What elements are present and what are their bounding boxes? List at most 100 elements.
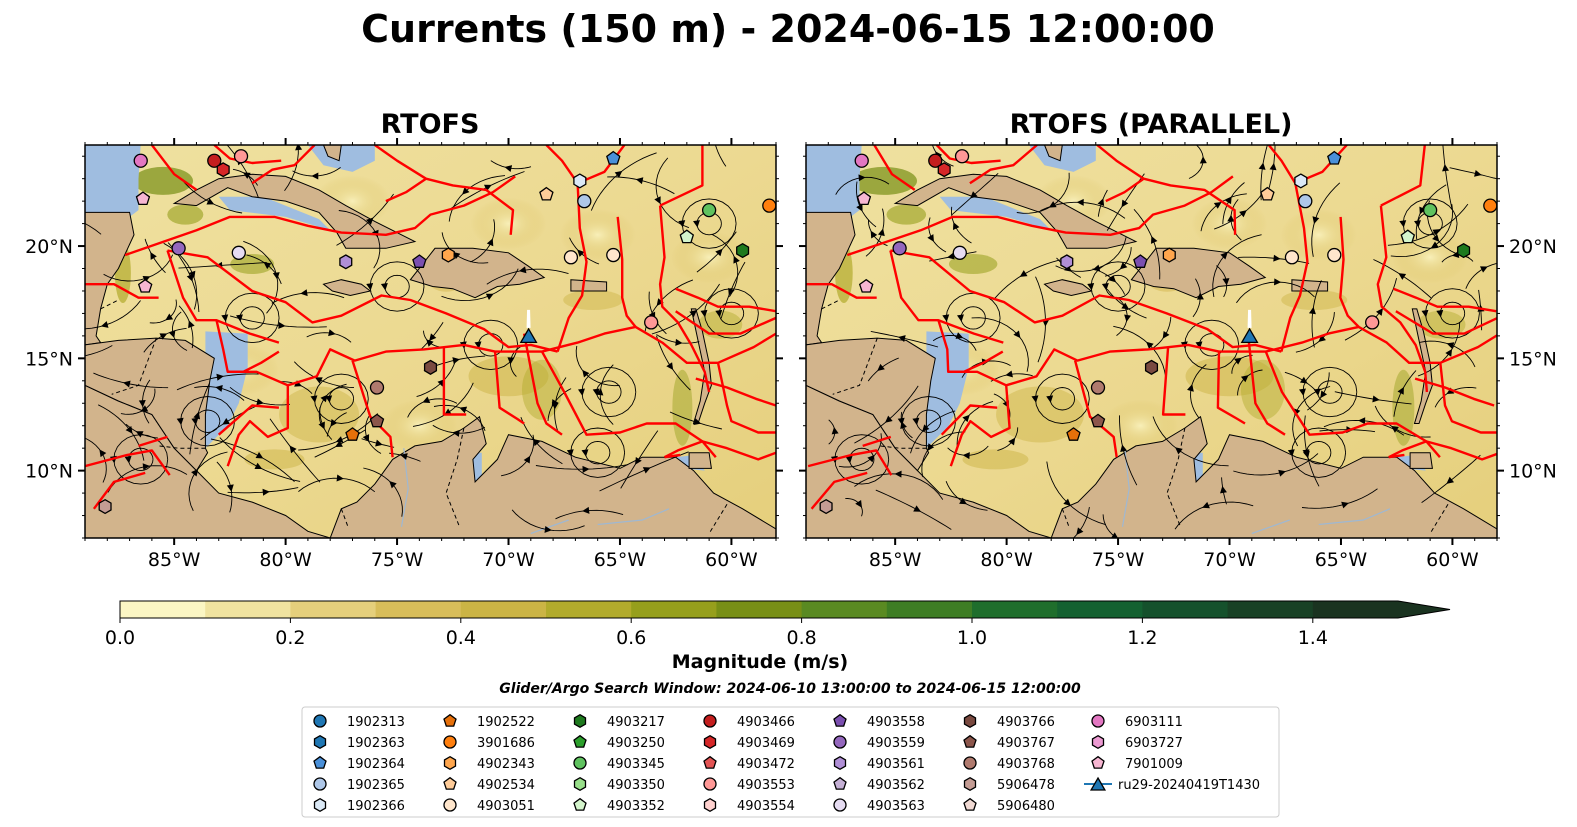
current-speed-patch [468,356,549,397]
streamline-arrow [1358,417,1366,425]
eez-boundary-line [948,370,1011,467]
float-marker-ru29-20240419T1430 [519,327,538,344]
streamline-arrow [426,339,434,347]
streamline [336,193,394,246]
streamline-arrow [1313,388,1321,396]
streamline [655,157,690,229]
streamline-arrow [1124,314,1132,322]
float-marker-4903767 [1090,413,1106,428]
land-masses [806,145,1497,538]
legend-marker [313,714,327,728]
streamline-arrow [142,463,150,471]
legend-item: 3901686 [443,735,535,751]
legend-marker [963,756,977,770]
streamline [103,254,174,282]
streamline-arrow [897,417,905,426]
streamline [486,268,569,285]
streamline-arrow [1278,469,1286,477]
streamline [1344,277,1398,341]
streamline-arrow [366,217,374,225]
streamline [1390,204,1454,258]
streamline-arrow [1005,370,1013,378]
streamline-arrow [294,380,302,387]
eez-boundary-line [663,440,776,461]
streamline-arrow [215,385,223,392]
streamline-arrow [1046,395,1054,403]
country-border [445,427,465,527]
streamline [176,373,259,391]
streamline-arrow [366,283,374,291]
streamline-arrow [962,414,970,423]
streamline [875,489,952,530]
streamline [441,268,519,302]
streamline-arrow [142,275,151,283]
float-marker-4903217 [1457,242,1471,259]
colorbar-cell [716,601,803,618]
streamline-arrow [877,228,885,237]
streamline-arrow [1008,437,1016,446]
legend-item: 7901009 [1091,755,1183,772]
colorbar-tick-label: 1.4 [1298,627,1328,649]
streamline-arrow [1234,357,1242,365]
bahamas-andros-land [1043,145,1063,162]
country-border [708,504,728,534]
legend-label: 4903768 [997,757,1055,772]
legend-label: 4903558 [867,715,925,730]
cuba-south-shelf-shelf [939,196,1052,231]
streamline-arrow [50,208,58,216]
legend-item: 4903563 [833,798,925,814]
eez-boundary-line [616,216,637,328]
x-tick-label: 60°W [705,549,758,571]
streamline-arrow [654,196,661,205]
float-marker-4903466 [928,153,943,168]
trinidad-land [1409,452,1433,469]
streamline-arrow [400,453,408,460]
current-speed-patch [167,204,204,225]
float-marker-1902364 [1327,150,1342,165]
current-speed-patch [962,449,1029,470]
glider-track [1247,309,1252,328]
streamline-arrow [831,426,839,435]
float-marker-4903553 [233,149,249,164]
streamline-arrow [452,357,460,365]
streamline-arrow [635,177,644,185]
streamline [1311,182,1341,257]
streamline-arrow [168,330,176,338]
streamline-arrow [188,270,196,279]
hispaniola-land [1130,247,1267,299]
legend-marker [443,776,457,790]
streamline-arrow [566,449,574,457]
legend-item: 4903250 [573,734,665,751]
current-speed-patch [1281,289,1348,310]
float-marker-4903352 [679,229,695,244]
eez-boundary-line [1414,377,1495,407]
legend-item: 4902534 [443,776,535,793]
streamline-arrow [335,436,344,443]
streamline-arrow [581,449,589,457]
legend-marker [573,797,587,811]
streamline-arrow [1397,386,1404,395]
legend-label: 4903766 [997,715,1055,730]
colorbar-cell [460,601,547,618]
legend-marker [703,755,717,769]
streamline [854,473,944,500]
float-marker-1902522 [1066,427,1081,441]
river [400,448,409,527]
x-tick-label: 70°W [482,549,535,571]
streamline-arrow [1432,229,1441,236]
streamline-arrow [462,187,470,195]
legend-marker [1091,714,1105,728]
streamline-arrow [1101,283,1109,291]
streamline-arrow [140,405,149,412]
figure-title: Currents (150 m) - 2024-06-15 12:00:00 [361,7,1215,51]
streamline-arrow [504,165,513,172]
legend-item: 4903767 [963,734,1055,751]
float-marker-3901686 [1483,198,1497,213]
streamline [298,477,376,493]
eez-boundary-line [1339,216,1360,328]
legend-marker [573,756,587,770]
float-markers [819,149,1497,515]
legend-item: 6903111 [1091,714,1183,730]
streamline-arrow [459,406,468,414]
legend-marker [443,713,457,727]
